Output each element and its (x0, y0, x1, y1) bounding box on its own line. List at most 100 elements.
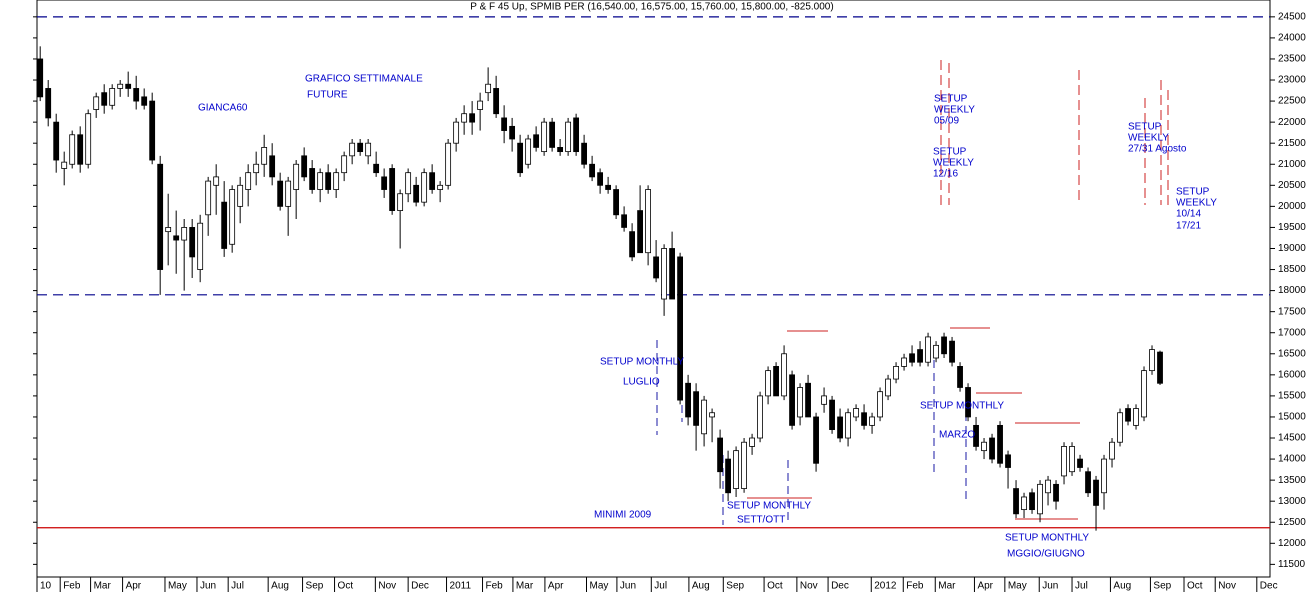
candle-body (117, 83, 124, 89)
y-tick-label: 14500 (1278, 433, 1306, 444)
candle-body (1125, 408, 1131, 422)
candle-body (173, 235, 180, 241)
candle-body (1037, 483, 1043, 515)
annotation: LUGLIO (623, 377, 660, 388)
candle-body (965, 387, 971, 418)
candle-body (317, 172, 324, 190)
x-tick-label: Sep (1153, 581, 1171, 592)
candle-body (949, 340, 955, 363)
candle-body (1157, 351, 1163, 384)
candle-body (1021, 496, 1027, 511)
candle-body (261, 147, 268, 165)
candle-body (789, 374, 795, 426)
x-tick-label: Oct (767, 581, 783, 592)
candle-body (813, 416, 819, 464)
candle-body (829, 399, 835, 430)
candle-body (797, 387, 803, 418)
annotation: 05/09 (934, 116, 959, 127)
candle-body (853, 408, 859, 418)
candle-body (533, 134, 540, 148)
y-tick-label: 15000 (1278, 412, 1306, 423)
candle-body (1029, 492, 1035, 511)
candle-body (373, 163, 380, 174)
candle-body (181, 227, 188, 241)
candle-body (1093, 479, 1099, 506)
annotation: SETUP MONTHLY (727, 501, 811, 512)
x-tick-label: Oct (1187, 581, 1203, 592)
x-tick-label: Feb (486, 581, 504, 592)
x-tick-label: Mar (94, 581, 112, 592)
y-tick-label: 18500 (1278, 264, 1306, 275)
candle-body (605, 184, 612, 190)
candle-body (1061, 446, 1067, 477)
y-tick-label: 17000 (1278, 327, 1306, 338)
candle-body (221, 201, 228, 249)
x-tick-label: 2011 (450, 581, 472, 592)
candle-body (877, 391, 883, 418)
x-tick-label: Mar (516, 581, 534, 592)
y-tick-label: 12000 (1278, 538, 1306, 549)
candle-body (493, 88, 500, 115)
candle-body (573, 117, 580, 153)
x-tick-label: Oct (338, 581, 354, 592)
candle-body (125, 83, 132, 89)
candle-body (757, 395, 763, 439)
candle-body (1053, 483, 1059, 502)
candle-body (629, 231, 636, 258)
candle-body (509, 125, 516, 140)
candle-body (453, 121, 460, 144)
candle-body (109, 88, 116, 106)
candle-body (389, 168, 396, 211)
plot-area (36, 0, 1271, 578)
candle-body (821, 395, 827, 405)
candle-body (725, 458, 731, 494)
candle-body (677, 256, 683, 401)
candle-body (981, 441, 987, 452)
x-tick-label: Feb (906, 581, 924, 592)
candle-body (589, 163, 596, 178)
chart-title: P & F 45 Up, SPMIB PER (16,540.00, 16,57… (470, 2, 833, 13)
annotation: MINIMI 2009 (594, 510, 652, 521)
y-tick-label: 24500 (1278, 11, 1306, 22)
x-tick-label: Aug (271, 581, 289, 592)
annotation: SETUP MONTHLY (1005, 533, 1089, 544)
candle-body (501, 117, 508, 131)
candle-body (933, 344, 939, 359)
annotation: WEEKLY (933, 158, 974, 169)
y-tick-label: 20000 (1278, 201, 1306, 212)
annotation: SETUP (1128, 122, 1162, 133)
candle-body (365, 142, 372, 157)
setup-markers (656, 60, 1169, 525)
x-tick-label: May (590, 581, 609, 592)
candle-body (845, 412, 851, 439)
candle-body (901, 357, 907, 367)
candle-body (989, 437, 995, 460)
candle-body (325, 172, 332, 190)
candle-body (733, 450, 739, 489)
candle-body (765, 370, 771, 397)
candle-body (189, 227, 196, 258)
candle-body (437, 184, 444, 190)
x-tick-label: 10 (40, 581, 52, 592)
candle-body (1133, 408, 1139, 426)
candle-body (197, 222, 204, 270)
candle-body (165, 227, 172, 233)
x-tick-label: 2012 (874, 581, 897, 592)
y-tick-label: 15500 (1278, 391, 1306, 402)
candle-body (557, 147, 564, 153)
candle-body (525, 138, 532, 165)
y-tick-label: 22000 (1278, 117, 1306, 128)
candle-body (861, 412, 867, 426)
annotation: MARZO (939, 430, 975, 441)
annotation: 10/14 (1176, 209, 1201, 220)
candle-body (93, 96, 100, 110)
candle-body (149, 100, 156, 161)
y-tick-label: 21000 (1278, 159, 1306, 170)
x-tick-label: Dec (411, 581, 429, 592)
candle-body (1045, 479, 1051, 494)
candle-body (61, 161, 68, 169)
candle-body (917, 349, 923, 363)
candle-body (1109, 441, 1115, 460)
candle-body (213, 176, 220, 186)
candle-body (741, 441, 747, 489)
